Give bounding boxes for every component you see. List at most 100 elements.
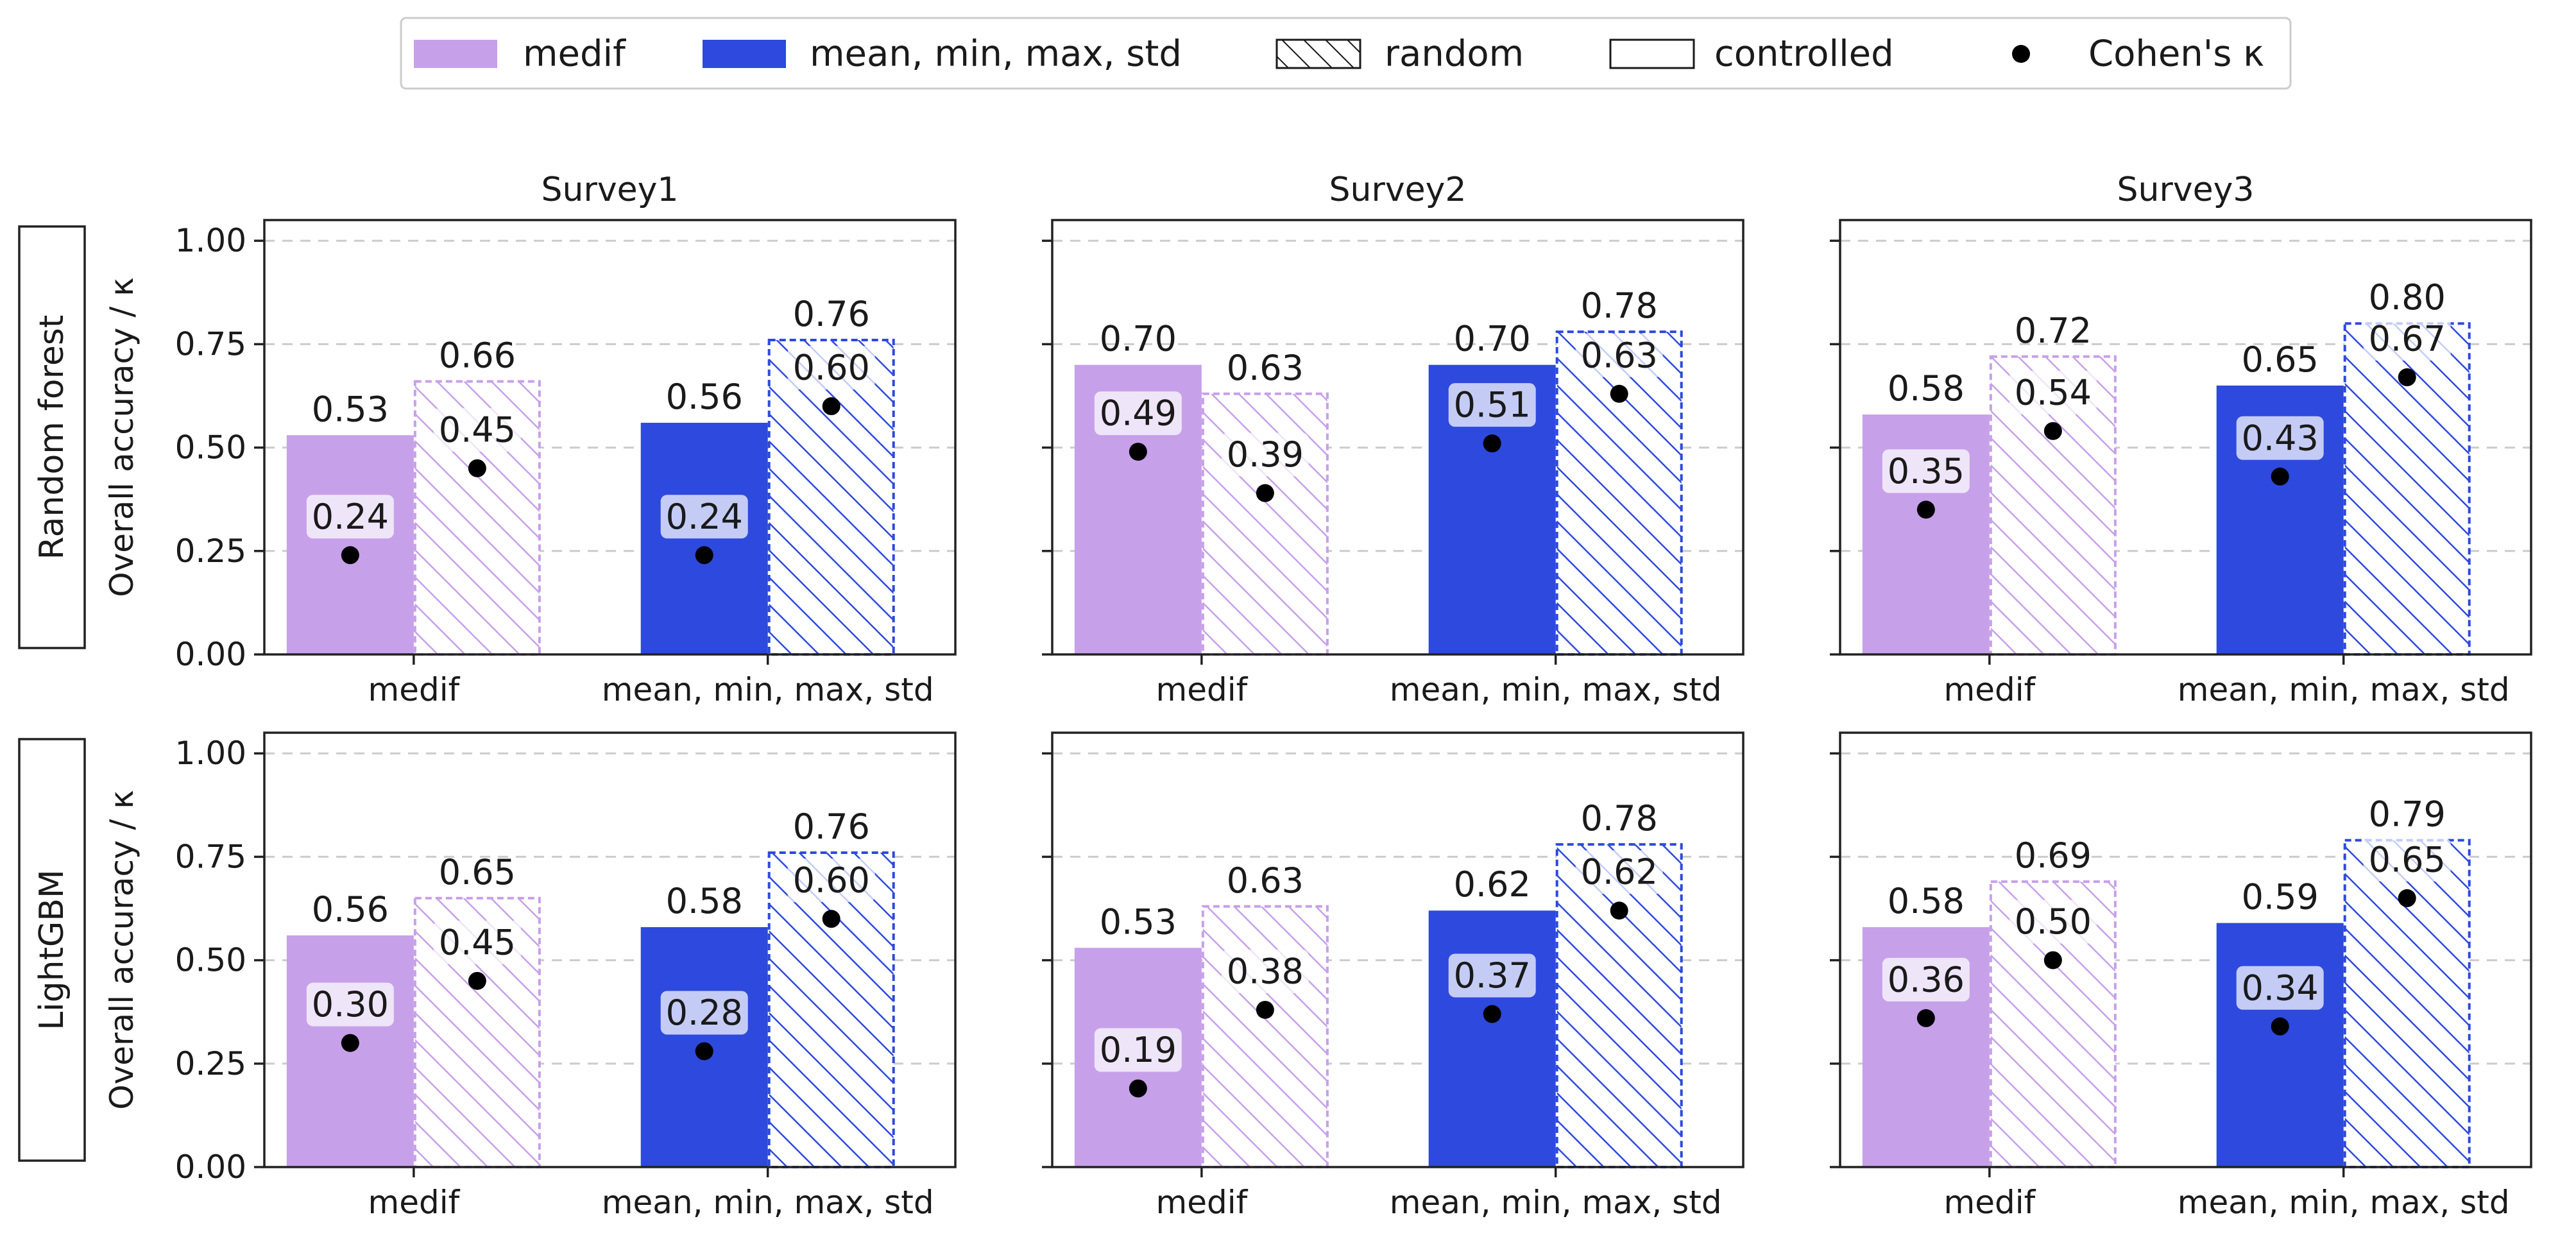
kappa-label-box: [1448, 953, 1536, 998]
kappa-dot: [1129, 443, 1147, 461]
kappa-dot: [2398, 368, 2416, 387]
y-axis-label-1: Overall accuracy / κ: [103, 790, 141, 1109]
kappa-label-box: [306, 495, 394, 539]
bar-value-label: 0.63: [1227, 348, 1304, 388]
legend: medif mean, min, max, std random controlled…: [400, 17, 2292, 90]
x-tick-label: medif: [1156, 671, 1248, 708]
legend-label-mmms: mean, min, max, std: [810, 33, 1182, 75]
panel-1-0: 0.56 0.65 0.58 0.76 0.30 0.45 0.28 0.60 0.00 0.25…: [175, 731, 957, 1221]
kappa-dot: [2271, 1017, 2289, 1036]
panel-0-1: 0.70 0.63 0.70 0.78 0.49 0.39 0.51 0.63 medif mea…: [1042, 171, 1744, 708]
panel-title: Survey3: [2117, 171, 2255, 209]
kappa-label-box: [433, 407, 521, 452]
kappa-label-box: [1221, 432, 1309, 477]
row-label-box-0: [18, 225, 86, 649]
panel-frame: [1839, 219, 2532, 656]
legend-swatch-controlled: [1609, 38, 1695, 69]
bar-value-label: 0.56: [312, 889, 389, 930]
kappa-value-label: 0.45: [439, 922, 516, 962]
kappa-label-box: [1094, 391, 1182, 436]
bar-random-mmms: [1555, 843, 1683, 1168]
x-tick-label: mean, min, max, std: [2178, 1184, 2510, 1221]
bar-value-label: 0.78: [1581, 798, 1658, 839]
kappa-label-box: [787, 346, 875, 390]
legend-label-medif: medif: [523, 33, 626, 75]
kappa-label-box: [306, 982, 394, 1027]
legend-item-kappa: Cohen's κ: [2012, 33, 2264, 75]
panels: 0.53 0.66 0.56 0.76 0.24 0.45 0.24 0.60 0.00 0.25…: [175, 171, 2532, 1221]
kappa-label-box: [2363, 837, 2451, 882]
kappa-dot: [822, 910, 840, 928]
kappa-label-box: [660, 991, 748, 1035]
x-tick-label: medif: [368, 1184, 460, 1221]
kappa-value-label: 0.60: [793, 860, 870, 901]
kappa-value-label: 0.60: [793, 348, 870, 388]
kappa-value-label: 0.65: [2369, 839, 2446, 880]
kappa-label-box: [660, 495, 748, 539]
bar-value-label: 0.70: [1454, 319, 1531, 359]
kappa-value-label: 0.43: [2242, 418, 2319, 458]
bar-value-label: 0.59: [2242, 877, 2319, 917]
kappa-label-box: [1221, 949, 1309, 993]
kappa-dot: [1610, 384, 1628, 403]
kappa-label-box: [2363, 317, 2451, 361]
kappa-value-label: 0.67: [2369, 319, 2446, 359]
x-tick-label: medif: [1943, 1184, 2036, 1221]
y-tick-label: 0.25: [175, 1045, 246, 1082]
legend-item-random: random: [1275, 33, 1524, 75]
y-tick-label: 1.00: [175, 735, 246, 772]
panel-1-2: 0.58 0.69 0.59 0.79 0.36 0.50 0.34 0.65 medif mea…: [1830, 731, 2532, 1221]
bar-random-mmms: [1555, 330, 1683, 656]
kappa-value-label: 0.19: [1100, 1030, 1177, 1070]
legend-item-controlled: controlled: [1609, 33, 1894, 75]
x-tick-label: mean, min, max, std: [602, 1184, 934, 1221]
row-labels: Random forest Overall accuracy / κ LightGB…: [18, 225, 141, 1162]
kappa-dot: [2271, 467, 2289, 486]
legend-swatch-medif: [414, 40, 497, 68]
bar-value-label: 0.79: [2369, 794, 2446, 835]
bar-value-label: 0.53: [312, 389, 389, 429]
kappa-value-label: 0.50: [2015, 901, 2092, 942]
x-tick-label: mean, min, max, std: [2178, 671, 2510, 708]
x-tick-label: medif: [1943, 671, 2036, 708]
bar-value-label: 0.76: [793, 806, 870, 847]
kappa-label-box: [1575, 850, 1663, 894]
kappa-value-label: 0.24: [312, 497, 389, 537]
kappa-dot: [2043, 422, 2062, 440]
kappa-value-label: 0.28: [666, 993, 743, 1033]
kappa-dot: [1483, 434, 1501, 453]
bar-value-label: 0.65: [2242, 339, 2319, 380]
y-tick-label: 0.25: [175, 533, 246, 570]
bar-controlled-mmms: [1428, 910, 1556, 1167]
bar-value-label: 0.58: [1888, 368, 1965, 409]
legend-label-kappa: Cohen's κ: [2088, 33, 2264, 75]
kappa-value-label: 0.24: [666, 497, 743, 537]
row-label-box-1: [18, 738, 86, 1162]
kappa-dot: [341, 1034, 359, 1052]
kappa-value-label: 0.34: [2242, 968, 2319, 1008]
kappa-value-label: 0.49: [1100, 393, 1177, 434]
legend-item-medif: medif: [414, 33, 626, 75]
y-tick-label: 0.75: [175, 838, 246, 875]
bar-random-medif: [1201, 905, 1329, 1169]
kappa-dot: [1129, 1079, 1147, 1098]
bar-value-label: 0.62: [1454, 864, 1531, 905]
panel-frame: [263, 219, 957, 656]
bar-value-label: 0.56: [666, 377, 743, 417]
kappa-label-box: [2009, 370, 2097, 414]
bar-value-label: 0.65: [439, 852, 516, 892]
kappa-value-label: 0.35: [1888, 451, 1965, 491]
panel-1-1: 0.53 0.63 0.62 0.78 0.19 0.38 0.37 0.62 medif mea…: [1042, 731, 1744, 1221]
kappa-label-box: [1094, 1028, 1182, 1072]
kappa-label-box: [1575, 333, 1663, 377]
kappa-value-label: 0.63: [1581, 335, 1658, 375]
kappa-value-label: 0.36: [1888, 959, 1965, 1000]
legend-item-mmms: mean, min, max, std: [703, 33, 1182, 75]
panel-title: Survey2: [1329, 171, 1467, 209]
bar-random-mmms: [767, 338, 895, 656]
bar-value-label: 0.53: [1100, 901, 1177, 942]
kappa-label-box: [2236, 966, 2324, 1010]
x-tick-label: mean, min, max, std: [1390, 671, 1722, 708]
legend-swatch-mmms: [703, 40, 786, 68]
